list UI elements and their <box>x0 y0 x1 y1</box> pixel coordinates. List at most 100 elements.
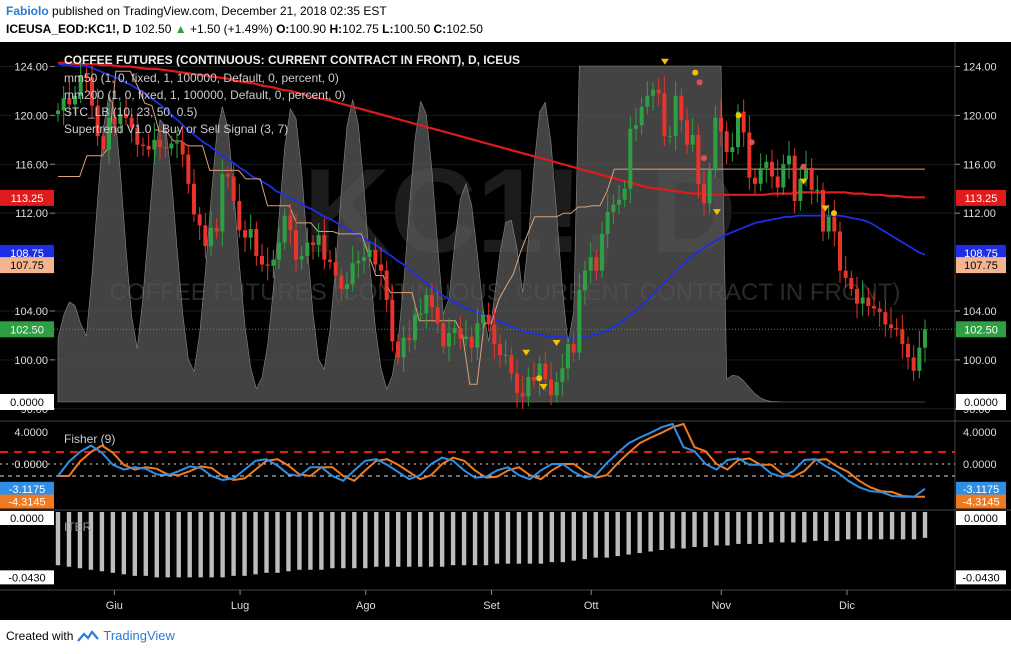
ma50-path <box>57 63 926 339</box>
candle-body <box>707 170 712 204</box>
low-value: 100.50 <box>393 22 431 36</box>
iter-bar <box>428 512 434 567</box>
chart-svg[interactable]: KC1!, D COFFEE FUTURES (CONTINUOUS: CURR… <box>0 42 1011 620</box>
candle-body <box>447 332 451 347</box>
candle-body <box>594 257 599 271</box>
candle-body <box>78 75 83 96</box>
candle-body <box>356 260 361 264</box>
candle-body <box>560 368 565 382</box>
candle-body <box>277 242 281 260</box>
candle-body <box>95 105 100 137</box>
candle-body <box>566 343 570 369</box>
iter-bar <box>670 512 675 549</box>
price-axis-labels: 113.25113.25108.75108.75107.75107.75102.… <box>0 189 1006 410</box>
iter-bar <box>461 512 467 566</box>
fisher-tick-left: 0.0000 <box>14 459 48 471</box>
fisher-tag-text: -4.3145 <box>962 497 999 509</box>
candle-body <box>906 343 910 358</box>
fisher-line <box>57 422 926 498</box>
legend-mm200[interactable]: mm200 (1, 0, fixed, 1, 100000, Default, … <box>64 88 346 102</box>
legend-title: COFFEE FUTURES (CONTINUOUS: CURRENT CONT… <box>64 53 520 67</box>
candle-body <box>832 216 837 232</box>
author-link[interactable]: Fabiolo <box>6 4 49 18</box>
iter-bar <box>648 512 653 552</box>
candle-body <box>209 227 213 247</box>
sell-signal-marker <box>552 339 561 346</box>
iter-bar <box>231 512 236 576</box>
candle-body <box>515 373 519 393</box>
candle-body <box>475 323 480 348</box>
candle-body <box>747 132 752 178</box>
chart-area[interactable]: KC1!, D COFFEE FUTURES (CONTINUOUS: CURR… <box>0 42 1011 620</box>
candle-body <box>855 288 859 304</box>
signal-dot <box>830 210 837 217</box>
candle-body <box>923 329 927 348</box>
candle-body <box>464 336 468 340</box>
iter-bar <box>341 512 346 569</box>
iter-bar <box>55 512 61 566</box>
iter-bar <box>209 512 214 578</box>
candle-body <box>815 189 820 191</box>
iter-bar <box>725 512 730 546</box>
candle-body <box>486 314 491 325</box>
iter-bar <box>582 512 587 560</box>
iter-bar <box>505 512 511 564</box>
price-axis[interactable]: 124.00 124.00 120.00 120.00 116.00 116.00 112.… <box>14 61 996 415</box>
candle-body <box>333 262 338 276</box>
candle-body <box>509 354 514 374</box>
legend-stc[interactable]: STC_LB (10, 23, 50, 0.5) <box>64 105 197 119</box>
candle-body <box>197 214 202 226</box>
signal-dot <box>692 69 699 76</box>
candle-body <box>821 189 825 232</box>
candle-body <box>141 144 145 146</box>
candle-body <box>651 89 655 96</box>
candle-body <box>390 299 395 342</box>
fisher-legend[interactable]: Fisher (9) <box>64 432 115 446</box>
iter-zero-tag <box>0 511 54 525</box>
supertrend-line <box>58 70 925 385</box>
close-value: 102.50 <box>446 22 483 36</box>
candle-body <box>441 323 446 347</box>
candle-body <box>458 328 463 340</box>
candle-body <box>719 117 723 132</box>
candle-body <box>282 215 287 243</box>
candle-body <box>628 128 633 189</box>
iter-bar <box>385 512 390 567</box>
iter-bar <box>319 512 324 570</box>
iter-bar <box>363 512 368 569</box>
legend-supertrend[interactable]: Supertrend V1.0 - Buy or Sell Signal (3,… <box>64 122 288 136</box>
price-change: +1.50 (+1.49%) <box>189 22 273 36</box>
candle-body <box>583 270 587 291</box>
candle-body <box>379 264 383 271</box>
candle-body <box>328 259 332 263</box>
iter-bar <box>253 512 258 575</box>
iter-bar <box>77 512 83 569</box>
iter-value-tag <box>0 570 54 585</box>
iter-bar <box>275 512 280 573</box>
price-tag-left <box>0 189 54 206</box>
time-axis[interactable]: Giu Lug Ago Set Ott Nov Dic <box>106 590 856 612</box>
candle-body <box>129 117 134 128</box>
iter-bar <box>439 512 445 567</box>
candle-body <box>260 255 264 265</box>
iter-bar <box>878 512 884 540</box>
iter-bar <box>99 512 105 572</box>
candle-body <box>271 259 276 266</box>
stc-zero-text: 0.0000 <box>10 397 44 409</box>
tradingview-brand-link[interactable]: TradingView <box>103 628 175 643</box>
candles[interactable] <box>56 60 927 409</box>
iter-legend[interactable]: ITER <box>64 520 92 534</box>
signal-dot <box>696 79 703 86</box>
candle-body <box>577 290 582 353</box>
candle-body <box>549 379 553 396</box>
candle-body <box>605 211 610 234</box>
ma200-line <box>58 61 925 199</box>
price-tick-label-right: 124.00 <box>963 61 997 73</box>
candle-body <box>838 231 842 271</box>
signal-dot <box>800 163 807 170</box>
candle-body <box>452 328 457 333</box>
legend-mm50[interactable]: mm50 (1, 0, fixed, 1, 100000, Default, 0… <box>64 71 339 85</box>
candle-body <box>413 314 417 341</box>
candle-body <box>668 136 672 138</box>
candle-body <box>135 127 140 145</box>
